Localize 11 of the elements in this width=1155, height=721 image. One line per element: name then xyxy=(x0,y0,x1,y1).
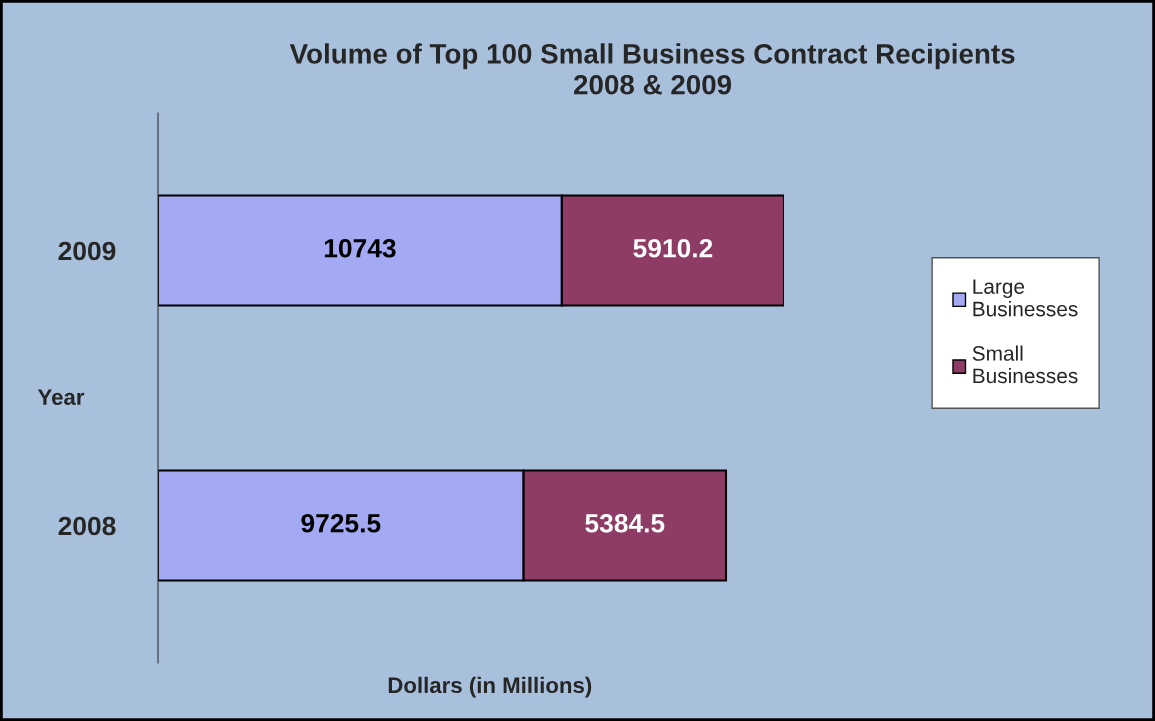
y-tick-label: 2008 xyxy=(58,516,116,536)
data-label: 10743 xyxy=(324,238,396,258)
y-tick-label: 2009 xyxy=(58,241,116,261)
data-label: 9725.5 xyxy=(301,513,381,533)
data-label: 5384.5 xyxy=(585,513,665,533)
legend-label: Small Businesses xyxy=(972,345,1078,384)
y-axis-title: Year xyxy=(37,389,85,405)
legend-label: Large Businesses xyxy=(973,279,1078,317)
chart-title: Volume of Top 100 Small Business Contract Recipients 2008 & 2009 xyxy=(289,43,1015,95)
x-axis-title: Dollars (in Millions) xyxy=(388,676,592,698)
data-label: 5910.2 xyxy=(633,238,713,258)
